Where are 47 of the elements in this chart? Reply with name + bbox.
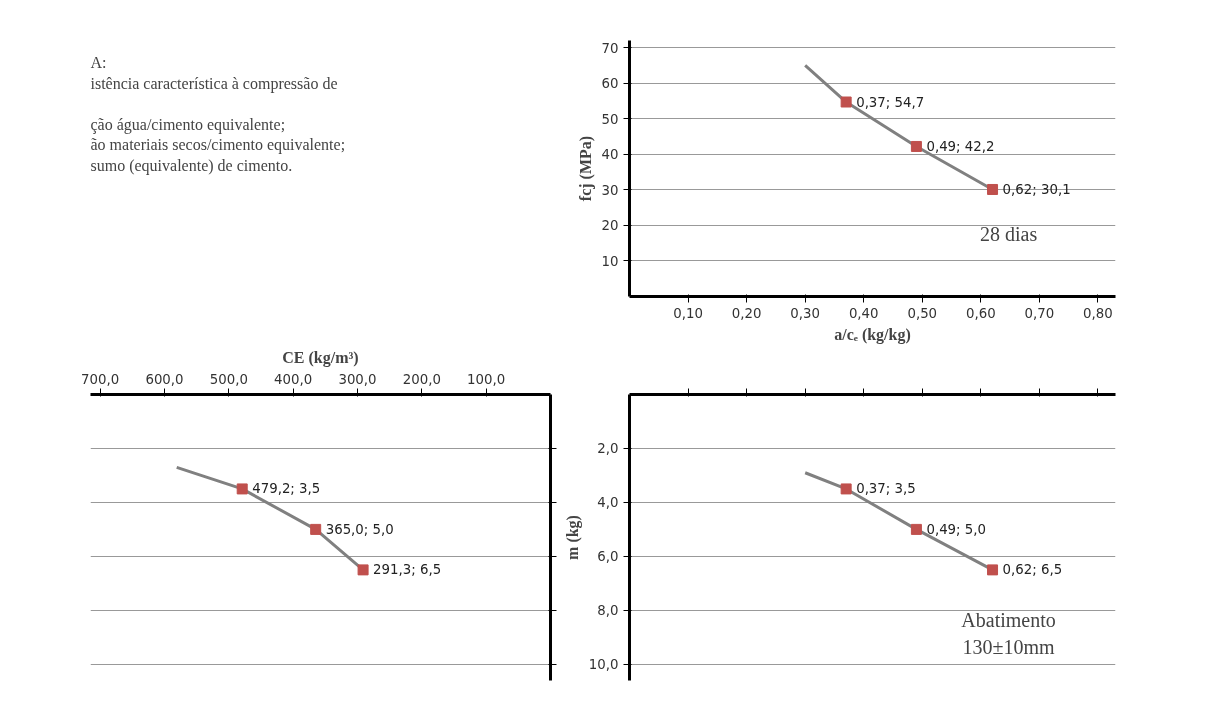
data-label: 479,2; 3,5 bbox=[252, 481, 321, 497]
text: sumo (equivalente) de cimento. bbox=[90, 156, 293, 175]
x-tick-label: 0,30 bbox=[790, 305, 821, 321]
x-tick-label: 0,80 bbox=[1083, 305, 1113, 321]
data-label: 365,0; 5,0 bbox=[325, 521, 394, 537]
x-tick-label: 300,0 bbox=[338, 371, 377, 387]
y-axis-title: m (kg) bbox=[563, 515, 582, 560]
text: A: bbox=[90, 54, 107, 72]
y-tick-label: 10 bbox=[601, 253, 619, 269]
x-axis-title: a/cₑ (kg/kg) bbox=[834, 325, 911, 344]
y-tick-label: 30 bbox=[601, 182, 619, 198]
data-label: 0,37; 3,5 bbox=[856, 481, 916, 497]
y-tick-label: 6,0 bbox=[597, 549, 619, 565]
y-tick-label: 8,0 bbox=[597, 603, 619, 619]
text: istência característica à compressão de bbox=[90, 74, 338, 93]
x-tick-label: 0,60 bbox=[965, 305, 996, 321]
text: ão materiais secos/cimento equivalente; bbox=[90, 136, 346, 155]
y-tick-label: 2,0 bbox=[597, 441, 619, 457]
y-tick-label: 10,0 bbox=[588, 657, 619, 673]
x-tick-label: 0,70 bbox=[1024, 305, 1055, 321]
y-tick-label: 60 bbox=[601, 76, 619, 92]
data-label: 291,3; 6,5 bbox=[373, 562, 442, 578]
x-axis-title: CE (kg/m³) bbox=[282, 348, 359, 367]
x-tick-label: 0,10 bbox=[673, 305, 703, 321]
data-label: 0,49; 5,0 bbox=[926, 521, 987, 537]
x-tick-label: 0,40 bbox=[848, 305, 879, 321]
y-tick-label: 40 bbox=[601, 147, 619, 163]
data-label: 0,62; 6,5 bbox=[1002, 562, 1063, 578]
x-tick-label: 700,0 bbox=[81, 371, 120, 387]
annotation: 28 dias bbox=[979, 223, 1038, 246]
y-axis-title: fcj (MPa) bbox=[576, 135, 595, 202]
data-label: 0,49; 42,2 bbox=[926, 138, 995, 154]
text: ção água/cimento equivalente; bbox=[90, 115, 286, 134]
data-label: 0,37; 54,7 bbox=[856, 94, 925, 110]
y-tick-label: 70 bbox=[601, 40, 619, 56]
y-tick-label: 20 bbox=[601, 218, 619, 234]
x-tick-label: 400,0 bbox=[274, 371, 313, 387]
x-tick-label: 200,0 bbox=[402, 371, 441, 387]
x-tick-label: 500,0 bbox=[209, 371, 248, 387]
x-tick-label: 0,20 bbox=[731, 305, 762, 321]
x-tick-label: 100,0 bbox=[467, 371, 506, 387]
y-tick-label: 50 bbox=[601, 111, 619, 127]
data-label: 0,62; 30,1 bbox=[1002, 181, 1071, 197]
y-tick-label: 4,0 bbox=[597, 495, 619, 511]
annotation: Abatimento 130±10mm bbox=[961, 609, 1056, 658]
x-tick-label: 600,0 bbox=[145, 371, 184, 387]
x-tick-label: 0,50 bbox=[907, 305, 938, 321]
